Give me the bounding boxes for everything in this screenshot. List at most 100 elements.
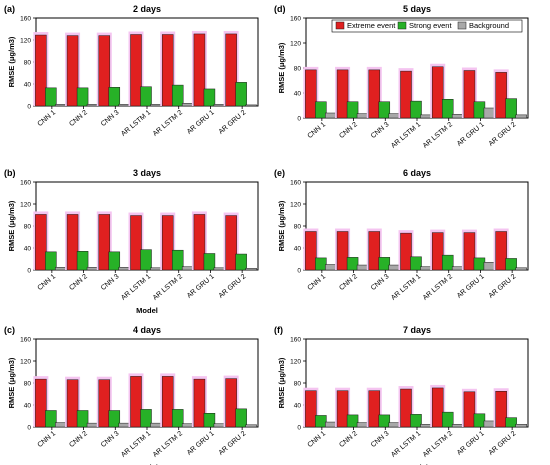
bar-extreme-event xyxy=(368,231,381,271)
x-tick-label: AR GRU 1 xyxy=(186,273,216,300)
bar-background xyxy=(420,266,432,271)
bar-background xyxy=(86,267,99,271)
x-tick-label: AR LSTM 2 xyxy=(422,273,454,302)
bar-extreme-event xyxy=(305,231,317,271)
bar-extreme-event xyxy=(193,378,206,428)
bar-strong-event xyxy=(45,410,57,428)
bar-background xyxy=(483,420,496,428)
bar-background xyxy=(118,104,131,107)
bar-strong-event xyxy=(473,101,486,119)
panel-letter: (a) xyxy=(4,4,15,14)
bar-strong-event xyxy=(108,87,121,107)
legend-swatch xyxy=(397,21,407,30)
x-tick-label: AR GRU 2 xyxy=(488,273,518,300)
bar-extreme-event xyxy=(193,214,206,271)
x-tick-label: AR GRU 1 xyxy=(456,430,486,457)
bar-extreme-event xyxy=(368,69,381,119)
x-tick-label: CNN 3 xyxy=(100,430,121,449)
x-tick-label: AR GRU 2 xyxy=(218,430,248,457)
bar-extreme-event xyxy=(463,70,476,119)
bar-background xyxy=(388,264,401,271)
bar-strong-event xyxy=(235,408,247,428)
bar-strong-event xyxy=(473,413,486,428)
y-tick-label: 0 xyxy=(27,268,31,275)
x-tick-label: AR LSTM 1 xyxy=(120,430,152,459)
x-tick-label: AR GRU 1 xyxy=(456,273,486,300)
panel-letter: (b) xyxy=(4,168,16,178)
x-tick-label: AR GRU 1 xyxy=(456,121,486,148)
bar-extreme-event xyxy=(161,34,174,107)
bar-background xyxy=(213,267,226,271)
bar-extreme-event xyxy=(400,388,412,428)
bar-strong-event xyxy=(171,84,184,107)
bar-extreme-event xyxy=(66,35,79,107)
bar-background xyxy=(325,421,337,428)
bar-strong-event xyxy=(441,254,454,271)
y-tick-label: 160 xyxy=(20,16,31,23)
bar-strong-event xyxy=(346,101,359,119)
y-tick-label: 120 xyxy=(20,359,31,366)
panel-letter: (c) xyxy=(4,325,15,335)
bar-strong-event xyxy=(140,409,152,428)
bar-background xyxy=(245,104,257,107)
bar-background xyxy=(150,267,162,271)
y-tick-label: 160 xyxy=(290,180,301,187)
bar-extreme-event xyxy=(130,376,142,428)
x-tick-label: CNN 2 xyxy=(338,121,359,140)
x-tick-label: AR LSTM 1 xyxy=(120,273,152,302)
bar-strong-event xyxy=(76,87,89,107)
x-tick-label: AR GRU 1 xyxy=(186,109,216,136)
x-tick-label: AR LSTM 2 xyxy=(152,273,184,302)
bar-strong-event xyxy=(505,98,517,119)
bar-strong-event xyxy=(378,414,391,428)
bar-strong-event xyxy=(171,249,184,271)
y-tick-label: 0 xyxy=(297,116,301,123)
x-tick-label: CNN 1 xyxy=(307,430,328,449)
bar-extreme-event xyxy=(305,390,317,428)
bar-extreme-event xyxy=(225,215,237,271)
y-axis-label: RMSE (μg/m3) xyxy=(7,357,16,408)
bar-extreme-event xyxy=(431,387,444,428)
bar-extreme-event xyxy=(305,69,317,119)
bar-strong-event xyxy=(346,257,359,271)
bar-background xyxy=(325,264,337,271)
y-tick-label: 0 xyxy=(27,425,31,432)
bar-strong-event xyxy=(203,413,216,428)
bar-background xyxy=(451,266,464,271)
bar-strong-event xyxy=(473,257,486,271)
x-tick-label: CNN 2 xyxy=(338,273,359,292)
bar-background xyxy=(118,267,131,271)
bar-background xyxy=(181,266,194,271)
panel-title: 7 days xyxy=(403,325,431,335)
bar-background xyxy=(515,114,527,119)
panel-title: 5 days xyxy=(403,4,431,14)
legend-swatch xyxy=(457,21,467,30)
y-tick-label: 80 xyxy=(294,381,302,388)
x-tick-label: AR LSTM 1 xyxy=(390,430,422,459)
bar-extreme-event xyxy=(193,33,206,107)
bar-background xyxy=(181,423,194,428)
bar-strong-event xyxy=(346,414,359,428)
bar-extreme-event xyxy=(368,390,381,428)
bar-extreme-event xyxy=(130,215,142,271)
bar-background xyxy=(388,113,401,119)
bar-strong-event xyxy=(378,101,391,119)
panel-letter: (d) xyxy=(274,4,286,14)
bar-extreme-event xyxy=(400,232,412,271)
bar-extreme-event xyxy=(35,214,47,271)
y-tick-label: 160 xyxy=(290,337,301,344)
x-tick-label: AR GRU 2 xyxy=(218,273,248,300)
x-tick-label: CNN 1 xyxy=(37,430,58,449)
y-tick-label: 120 xyxy=(20,38,31,45)
panel-title: 4 days xyxy=(133,325,161,335)
legend-label: Extreme event xyxy=(347,21,396,30)
bar-strong-event xyxy=(171,409,184,428)
y-tick-label: 40 xyxy=(294,91,302,98)
bar-extreme-event xyxy=(495,231,507,271)
x-tick-label: AR GRU 1 xyxy=(186,430,216,457)
y-tick-label: 0 xyxy=(27,104,31,111)
bar-background xyxy=(388,422,401,428)
bar-background xyxy=(515,267,527,271)
